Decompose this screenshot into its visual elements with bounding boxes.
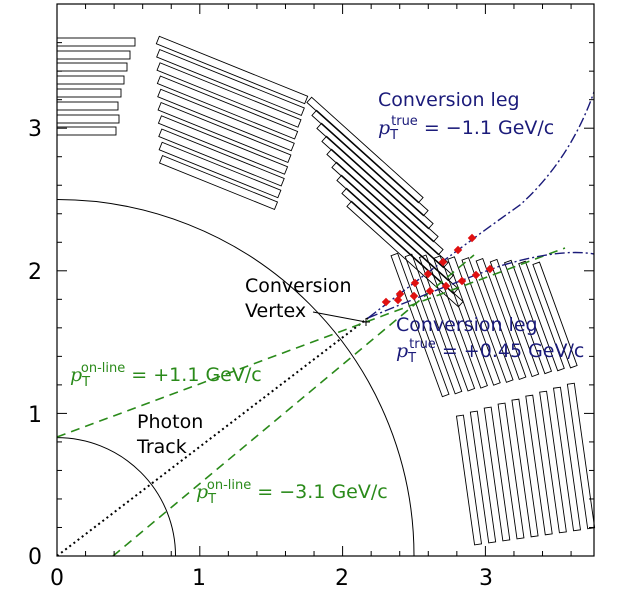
detector-module [525, 394, 553, 536]
axis-ticks [56, 4, 594, 557]
detector-module [157, 101, 292, 164]
detector-module [157, 88, 295, 152]
online-track-bottom [112, 254, 475, 556]
detector-module [497, 402, 525, 540]
detector-module [56, 37, 136, 47]
hit-marker [423, 269, 433, 279]
online-top-label: pTon-line = +1.1 GeV/c [70, 361, 262, 390]
detector-module [306, 96, 424, 204]
detector-module [311, 109, 429, 217]
detector-module [321, 135, 439, 243]
conv-leg-top-title: Conversion leg [378, 89, 520, 111]
detector-module [56, 75, 125, 85]
detector-module [56, 50, 131, 60]
detector-module [56, 62, 128, 72]
detector-module [469, 410, 497, 544]
detector-module [475, 258, 527, 380]
conversion-vertex-label-2: Vertex [245, 300, 306, 322]
online-bottom-label: pTon-line = −3.1 GeV/c [196, 478, 388, 507]
hit-marker [438, 257, 448, 267]
hit-marker [485, 264, 495, 274]
y-tick-2: 2 [28, 260, 42, 285]
hit-marker [441, 281, 451, 291]
detector-module [56, 101, 119, 111]
y-tick-0: 0 [28, 545, 42, 570]
hit-marker [471, 270, 481, 280]
conversion-leg-bottom-curve [367, 251, 594, 319]
conv-leg-bottom-momentum: pTtrue = +0.45 GeV/c [396, 337, 584, 366]
detector-modules [56, 35, 596, 546]
detector-module [566, 382, 596, 530]
y-tick-3: 3 [28, 117, 42, 142]
detector-module [461, 257, 514, 383]
detector-module [418, 254, 476, 392]
detector-module [390, 252, 450, 398]
conversion-leg-top-curve [367, 91, 594, 319]
detector-module [157, 115, 289, 175]
detector-module [553, 386, 581, 532]
hit-markers [381, 233, 495, 307]
detector-module [56, 114, 120, 124]
detector-module [326, 148, 444, 256]
conv-leg-top-momentum: pTtrue = −1.1 GeV/c [378, 114, 554, 143]
detector-module [433, 255, 488, 389]
outer-tracker-arc [57, 199, 415, 556]
detector-module [483, 406, 511, 542]
y-tick-1: 1 [28, 403, 42, 428]
detector-module [158, 128, 285, 187]
online-track-top [57, 247, 566, 438]
hit-marker [467, 233, 477, 243]
conversion-vertex-label-1: Conversion [245, 275, 352, 297]
hit-marker [453, 245, 463, 255]
photon-track-line [57, 317, 369, 556]
detector-module [155, 35, 309, 105]
photon-track-label-2: Track [136, 436, 187, 458]
detector-module [158, 141, 282, 199]
x-tick-1: 1 [192, 566, 206, 591]
detector-module [336, 174, 454, 282]
conv-leg-bottom-title: Conversion leg [396, 314, 538, 336]
hit-marker [393, 295, 403, 305]
detector-module [404, 253, 463, 395]
x-tick-2: 2 [335, 566, 349, 591]
detector-module [156, 48, 305, 117]
detector-module [156, 62, 302, 128]
detector-module [341, 187, 459, 295]
detector-module [518, 260, 565, 372]
detector-module [455, 414, 483, 546]
hit-marker [457, 276, 467, 286]
detector-module [156, 75, 299, 140]
detector-module [346, 200, 464, 308]
detector-module [447, 256, 501, 386]
plot-frame [56, 3, 595, 557]
hit-marker [409, 291, 419, 301]
hit-marker [410, 278, 420, 288]
detector-module [316, 122, 434, 230]
hit-marker [381, 297, 391, 307]
detector-module [511, 398, 539, 538]
x-tick-3: 3 [479, 566, 493, 591]
hit-marker [425, 286, 435, 296]
detector-module [331, 161, 449, 269]
vertex-pointer-line [312, 311, 367, 323]
x-tick-0: 0 [50, 566, 64, 591]
detector-module [489, 258, 540, 378]
detector-module [158, 154, 279, 211]
detector-module [503, 259, 553, 375]
inner-tracker-arc [57, 437, 177, 556]
detector-module [539, 390, 567, 534]
photon-track-label-1: Photon [137, 411, 203, 433]
detector-module [532, 261, 578, 369]
detector-module [56, 88, 122, 98]
